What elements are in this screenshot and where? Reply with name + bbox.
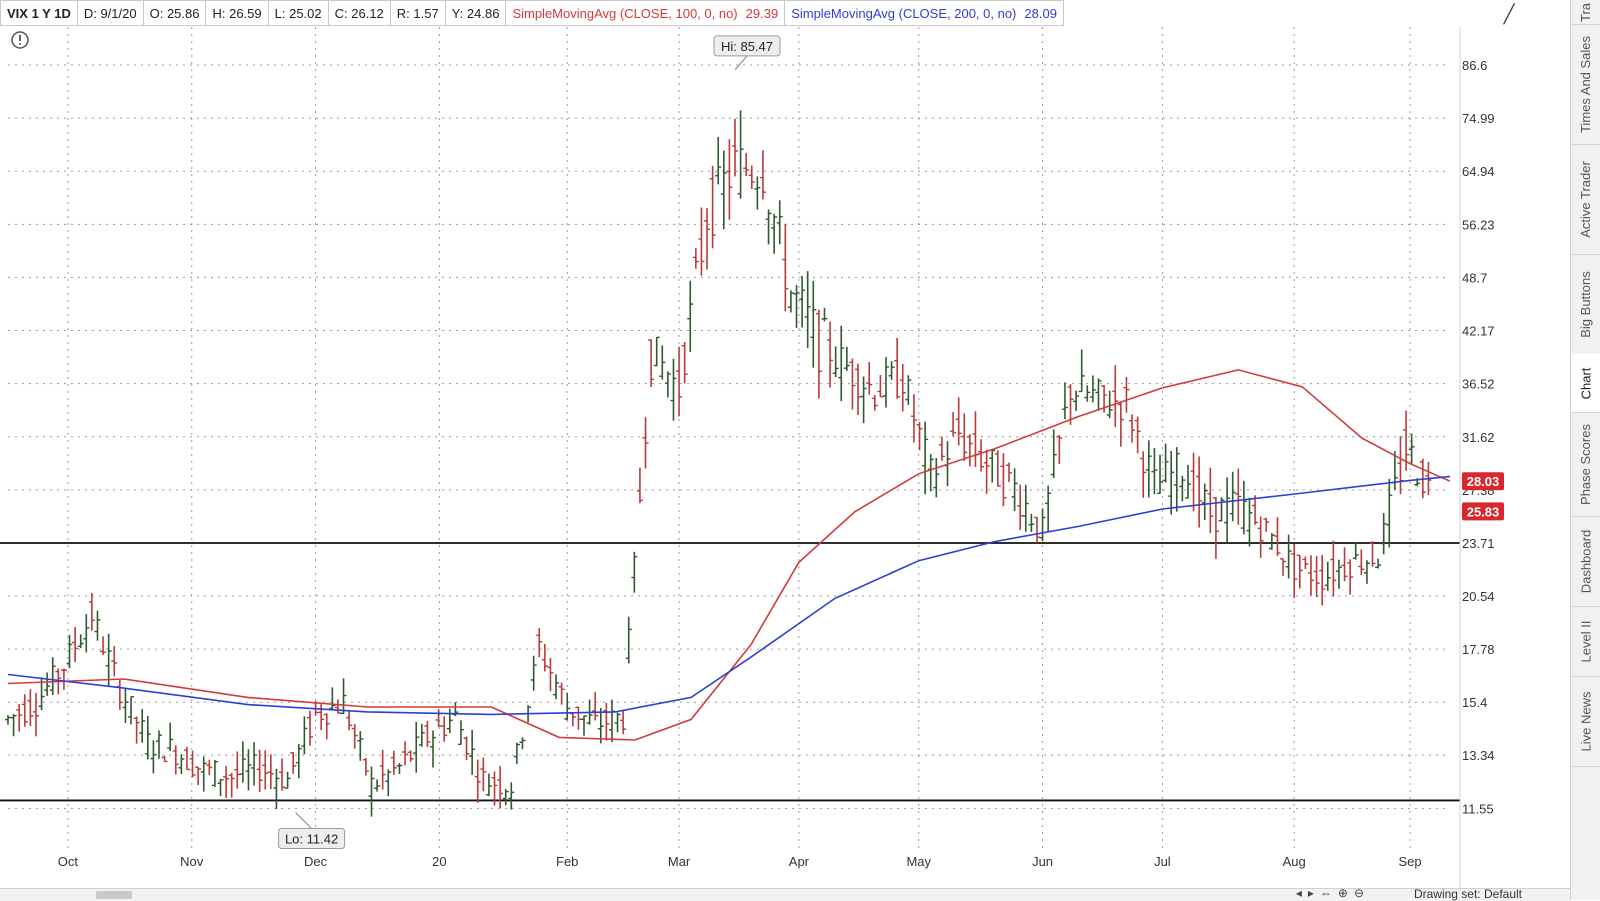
ohlc-bars (5, 110, 1432, 817)
bottom-toolbar: ◂▸⇔⊕⊖ Drawing set: Default (0, 886, 1570, 901)
y-tick-label: 11.55 (1462, 801, 1494, 816)
sma100-study[interactable]: SimpleMovingAvg (CLOSE, 100, 0, no) 29.3… (506, 0, 786, 26)
zoom-tools[interactable]: ◂▸⇔⊕⊖ (1295, 886, 1370, 900)
sma200-label: SimpleMovingAvg (CLOSE, 200, 0, no) (791, 5, 1017, 21)
low-readout: L: 25.02 (268, 0, 329, 26)
x-tick-label: Nov (180, 854, 204, 869)
sidebar-tab-label: Tra (1578, 2, 1593, 22)
sidebar-tab-label: Active Trader (1578, 160, 1593, 238)
high-readout: H: 26.59 (206, 0, 269, 26)
symbol-label[interactable]: VIX 1 Y 1D (0, 0, 78, 26)
sidebar-tab-label: Times And Sales (1578, 35, 1593, 133)
x-tick-label: May (906, 854, 931, 869)
sma100-label: SimpleMovingAvg (CLOSE, 100, 0, no) (512, 5, 738, 21)
time-axis[interactable]: Oct Nov Dec 20 Feb Mar Apr May Jun Jul Aug Sep (58, 854, 1422, 869)
sidebar-tab-dashboard[interactable]: Dashboard (1571, 516, 1600, 607)
price-badge (1462, 472, 1504, 491)
y-tick-label: 56.23 (1462, 217, 1495, 232)
price-badge (1462, 502, 1504, 521)
sidebar-tab-label: Live News (1578, 691, 1593, 751)
sma100-value: 29.39 (745, 5, 779, 21)
callout-leader (295, 812, 312, 829)
drawing-set-label[interactable]: Drawing set: Default (1413, 887, 1522, 901)
sidebar-tab-active-trader[interactable]: Active Trader (1571, 144, 1600, 255)
sidebar-tab-label: Big Buttons (1578, 270, 1593, 338)
y-readout: Y: 24.86 (445, 0, 507, 26)
sidebar-tab-label: Phase Scores (1578, 423, 1593, 505)
sidebar-tab-label: Level II (1578, 620, 1594, 662)
sma200-study[interactable]: SimpleMovingAvg (CLOSE, 200, 0, no) 28.0… (785, 0, 1064, 26)
y-tick-label: 86.6 (1462, 58, 1487, 73)
sidebar-tab-phase-scores[interactable]: Phase Scores (1571, 412, 1600, 517)
y-tick-label: 15.4 (1462, 695, 1487, 710)
x-tick-label: 20 (432, 854, 446, 869)
price-chart[interactable]: 86.674.9964.9456.2348.742.1736.5231.6227… (0, 0, 1570, 888)
sidebar-tab-big-buttons[interactable]: Big Buttons (1571, 254, 1600, 355)
sma200-line (7, 475, 1451, 716)
y-tick-label: 48.7 (1462, 270, 1487, 285)
close-readout: C: 26.12 (328, 0, 391, 26)
x-tick-label: Feb (556, 854, 578, 869)
y-tick-label: 64.94 (1462, 164, 1495, 179)
sidebar-tab-label: Dashboard (1578, 529, 1594, 593)
time-scrollbar-thumb[interactable] (96, 891, 132, 899)
chart-header: VIX 1 Y 1D D: 9/1/20 O: 25.86 H: 26.59 L… (0, 0, 1490, 26)
callout-box (278, 828, 346, 850)
y-tick-label: 13.34 (1462, 748, 1495, 763)
callout-leader (734, 55, 748, 71)
x-tick-label: Apr (789, 854, 810, 869)
price-axis[interactable]: 86.674.9964.9456.2348.742.1736.5231.6227… (1462, 58, 1495, 816)
sidebar-tab-label: Chart (1578, 367, 1594, 399)
y-tick-label: 74.99 (1462, 111, 1495, 126)
sma200-value: 28.09 (1024, 5, 1057, 21)
x-tick-label: Dec (304, 854, 328, 869)
drawing-tool-icon[interactable]: ╱ (1503, 3, 1515, 24)
y-tick-label: 17.78 (1462, 642, 1495, 657)
x-tick-label: Jul (1154, 854, 1171, 869)
side-panel-tabs: Tra Times And Sales Active Trader Big Bu… (1570, 0, 1600, 900)
y-tick-label: 31.62 (1462, 430, 1495, 445)
sidebar-tab-chart[interactable]: Chart (1571, 354, 1600, 413)
hi-lo-callouts: Hi: 85.47 Lo: 11.42 (278, 35, 781, 850)
callout-label: Lo: 11.42 (285, 832, 338, 847)
alert-icon[interactable] (11, 31, 29, 49)
range-readout: R: 1.57 (390, 0, 446, 26)
price-badges: 28.03 25.83 (1462, 472, 1504, 521)
y-tick-label: 23.71 (1462, 536, 1495, 551)
y-tick-label: 42.17 (1462, 324, 1495, 339)
x-tick-label: Mar (668, 854, 691, 869)
x-tick-label: Aug (1283, 854, 1306, 869)
date-readout: D: 9/1/20 (77, 0, 144, 26)
open-readout: O: 25.86 (143, 0, 207, 26)
callout-label: Hi: 85.47 (721, 39, 773, 54)
y-tick-label: 20.54 (1462, 589, 1495, 604)
price-badge-label: 25.83 (1467, 504, 1500, 519)
moving-average-lines (7, 369, 1451, 741)
sma100-line (7, 369, 1451, 741)
x-tick-label: Sep (1398, 854, 1421, 869)
callout-box (713, 35, 781, 57)
x-tick-label: Jun (1032, 854, 1053, 869)
x-tick-label: Oct (58, 854, 79, 869)
sidebar-tab-times-and-sales[interactable]: Times And Sales (1571, 24, 1600, 145)
sidebar-tab-level-ii[interactable]: Level II (1571, 606, 1600, 677)
sidebar-tab-trade[interactable]: Tra (1571, 0, 1600, 25)
price-badge-label: 28.03 (1467, 474, 1500, 489)
y-tick-label: 36.52 (1462, 377, 1495, 392)
sidebar-tab-live-news[interactable]: Live News (1571, 676, 1600, 767)
